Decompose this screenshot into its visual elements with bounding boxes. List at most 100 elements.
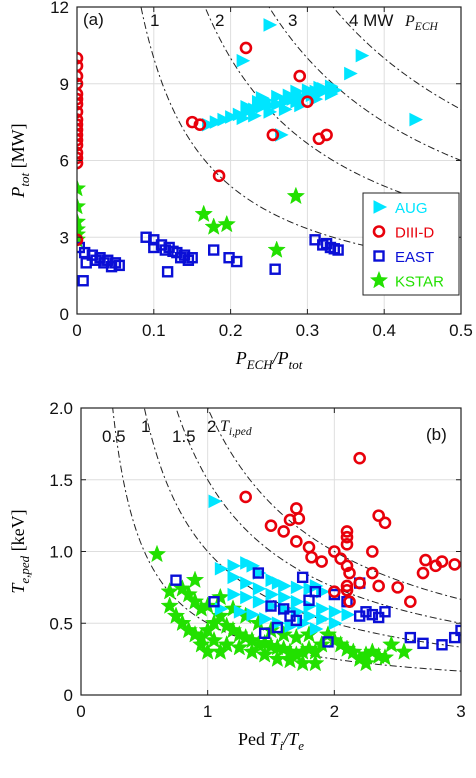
kstar-data-point [211,642,230,660]
aug-data-point [233,604,248,619]
contour-line [332,7,461,110]
aug-data-point [328,616,343,631]
y-tick-label: 1.0 [49,543,73,562]
diiid-data-point [404,595,417,609]
east-data-point [404,631,417,644]
kstar-data-point [280,650,300,669]
diiid-data-point [77,97,84,111]
kstar-data-point [211,587,230,606]
kstar-data-point [267,240,286,258]
kstar-data-point [230,637,249,656]
aug-data-point [355,48,370,63]
east-data-point [105,260,118,273]
kstar-data-point [255,645,274,663]
x-tick-label: 0 [76,702,85,721]
east-data-point [277,603,290,615]
diiid-data-point [277,525,290,538]
kstar-data-point [147,544,167,563]
aug-data-point [303,599,318,613]
aug-data-point [265,587,280,602]
aug-data-point [328,83,343,97]
east-data-point [455,624,461,637]
panel-b: 0 1 2 300.51.01.52.0 (b) 0.511.52 Ti,ped Ped… [8,399,466,753]
kstar-data-point [204,613,224,632]
kstar-data-point [185,570,205,589]
aug-data-point [290,594,305,609]
diiid-data-point [193,118,207,131]
y-tick-label: 2.0 [49,399,73,418]
diiid-data-point [77,156,84,170]
contour-line [143,408,461,648]
aug-data-point [236,53,251,68]
kstar-data-point [204,630,224,649]
x-tick-label: 0.2 [219,321,243,340]
diiid-data-point [77,105,84,119]
kstar-data-point [160,596,179,614]
kstar-data-point [287,627,306,646]
aug-data-point [278,590,292,605]
diiid-data-point [77,51,84,65]
east-data-point [303,594,315,606]
contour-label: 4 MW [349,11,393,30]
east-data-point [269,263,281,275]
y-tick-label: 0 [64,686,73,705]
diiid-data-point [77,146,84,160]
diiid-data-point [77,87,84,101]
diiid-data-point [77,59,84,73]
east-data-point [167,245,179,258]
panel-b-contour-labels: 0.5 1 1.5 2 Ti,ped [102,417,252,446]
legend-label: EAST [395,249,434,266]
y-tick-label: 1.5 [49,471,73,490]
aug-data-point [255,91,270,105]
aug-data-point [316,602,330,616]
aug-data-point [263,105,278,119]
kstar-data-point [211,606,230,624]
kstar-data-point [306,653,325,672]
diiid-data-point [448,558,461,571]
aug-data-point [271,89,285,104]
legend-label: KSTAR [395,274,444,291]
east-data-point [265,600,277,612]
east-data-point [78,246,91,259]
y-tick-label: 12 [50,0,69,17]
diiid-data-point [77,233,84,247]
diiid-data-point [77,138,84,152]
contour-line [268,7,461,161]
kstar-data-point [312,635,331,653]
x-tick-label: 3 [456,702,465,721]
kstar-data-point [173,613,192,632]
diiid-data-point [301,95,314,108]
contour-quantity-label: Ti,ped [220,418,252,438]
legend-marker [369,270,389,289]
aug-data-point [317,84,331,99]
legend-marker [373,200,388,214]
contour-label: 0.5 [102,427,126,446]
diiid-data-point [266,128,280,142]
diiid-data-point [328,545,341,558]
aug-data-point [303,609,318,623]
diiid-data-point [343,595,356,609]
panel-b-y-axis-label: Te,ped​ [keV] [8,509,32,593]
east-data-point [161,266,174,278]
aug-data-point [344,66,358,81]
diiid-data-point [366,566,379,580]
legend-marker [372,225,386,238]
diiid-data-point [290,535,303,548]
diiid-data-point [212,169,226,183]
aug-data-point [240,99,255,114]
east-data-point [90,254,102,266]
panel-a-contour-labels: 1 2 3 4 MW PECH [150,11,438,33]
kstar-data-point [204,217,223,235]
panel-b-x-axis-label: Ped Ti​/Te​ [238,729,304,753]
diiid-data-point [366,545,379,558]
east-data-point [208,596,220,608]
east-data-point [113,259,125,272]
east-data-point [436,639,448,651]
aug-data-point [227,559,242,573]
east-data-point [296,571,309,584]
aug-data-point [240,576,254,590]
aug-data-point [328,604,343,619]
